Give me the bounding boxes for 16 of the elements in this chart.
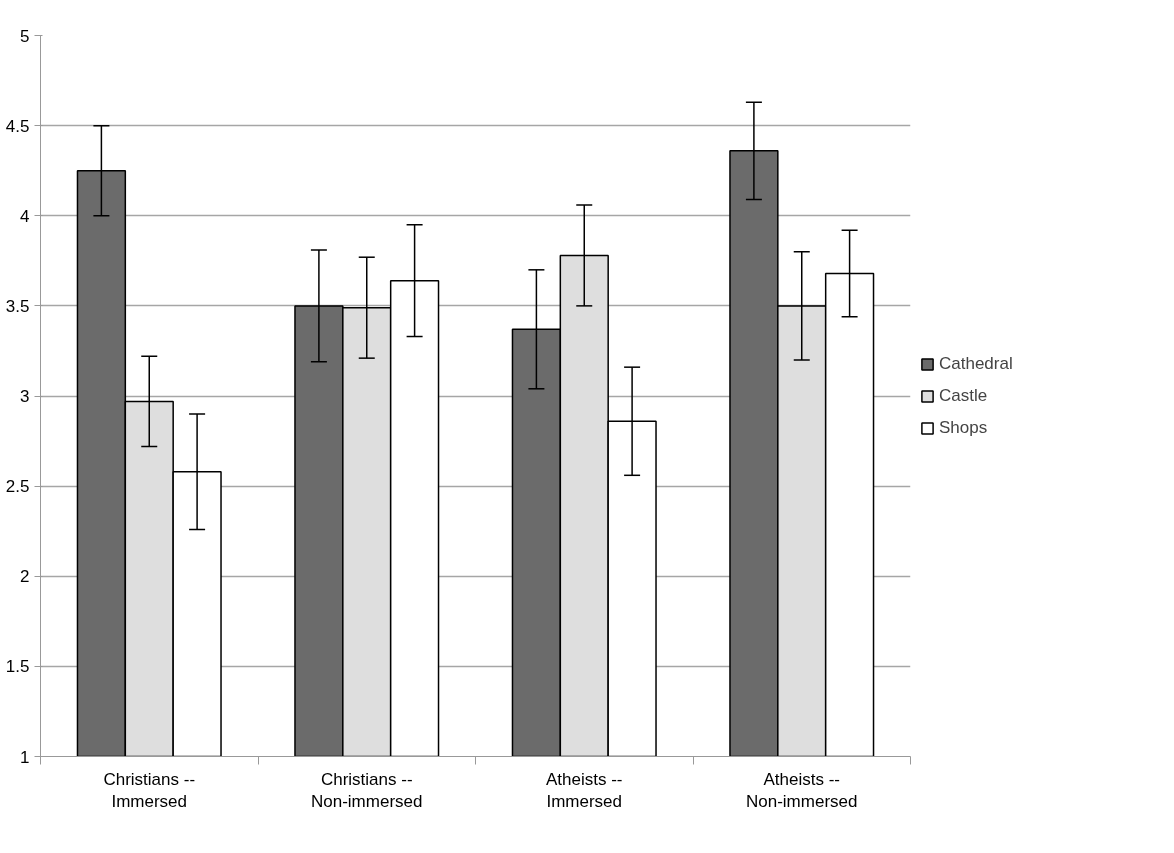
y-tick-label: 3 (20, 387, 30, 406)
y-tick-label: 1 (20, 747, 30, 767)
y-tick-label: 1.5 (5, 657, 30, 677)
x-tick-label: Christians -- Immersed (103, 769, 196, 812)
y-tick-label: 5 (20, 26, 30, 46)
x-tick-label: Christians -- Non-immersed (311, 769, 423, 812)
legend-label: Shops (939, 417, 988, 438)
x-tick-label: Atheists -- Non-immersed (746, 769, 858, 812)
y-tick-label: 4 (20, 206, 30, 226)
y-tick-label: 3.5 (5, 296, 30, 316)
y-tick-label: 4.5 (5, 116, 30, 136)
x-tick-label: Atheists -- Immersed (545, 769, 623, 812)
legend-label: Cathedral (939, 353, 1013, 374)
y-tick-label: 2.5 (5, 477, 30, 497)
y-tick-label: 2 (20, 567, 30, 587)
legend-label: Castle (939, 385, 988, 406)
